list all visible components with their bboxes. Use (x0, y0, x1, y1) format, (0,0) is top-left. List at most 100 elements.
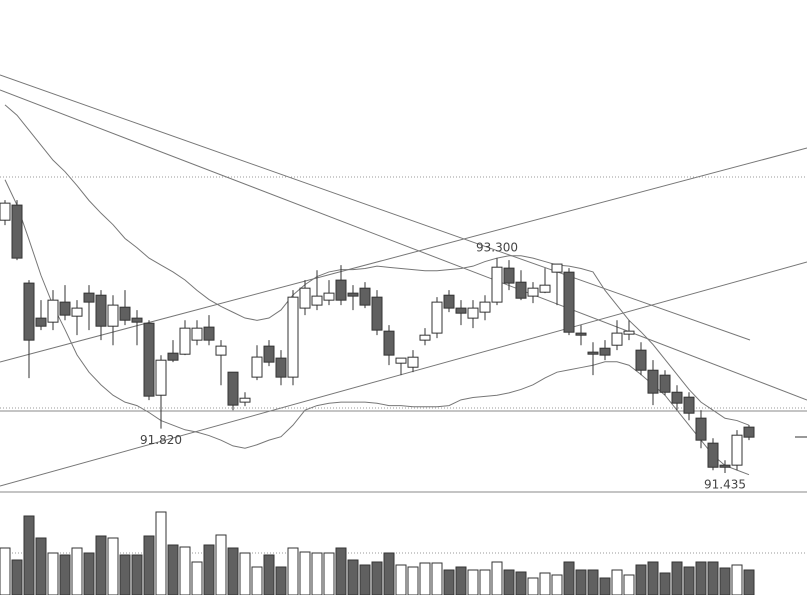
candle-body (299, 287, 311, 309)
volume-bar (251, 566, 263, 595)
volume-bar (455, 566, 467, 595)
volume-bar (419, 562, 431, 595)
candle-body (0, 202, 11, 221)
candle-body (323, 292, 335, 301)
volume-bar (407, 566, 419, 595)
candle-body (203, 326, 215, 341)
trend-line (0, 74, 751, 341)
volume-bar (503, 569, 515, 595)
candle-body (131, 317, 143, 323)
trend-line (0, 261, 807, 487)
price-annotation: 91.820 (140, 433, 182, 447)
candle-body (251, 356, 263, 378)
candle-body (95, 294, 107, 327)
volume-bar (155, 511, 167, 595)
candle-body (491, 266, 503, 303)
volume-bar (743, 569, 755, 595)
volume-bar (611, 569, 623, 595)
volume-bar (395, 564, 407, 595)
candle-body (731, 434, 743, 466)
volume-bar (707, 561, 719, 595)
candle-body (335, 279, 347, 301)
volume-bar (11, 559, 23, 595)
candle-body (515, 281, 527, 299)
volume-bar (599, 577, 611, 595)
candle-body (287, 296, 299, 378)
candle-body (575, 332, 587, 336)
volume-bar (359, 564, 371, 595)
candle-body (275, 357, 287, 378)
candle-body (407, 356, 419, 368)
volume-bar (47, 552, 59, 595)
volume-bar (59, 554, 71, 595)
candle-body (155, 359, 167, 396)
candle-body (179, 327, 191, 355)
volume-bar (695, 561, 707, 595)
candle-body (611, 332, 623, 346)
volume-bar (167, 544, 179, 595)
price-annotation: 93.300 (476, 241, 518, 255)
candle-body (71, 307, 83, 317)
volume-bar (299, 551, 311, 595)
candle-body (395, 357, 407, 364)
volume-bar (563, 561, 575, 595)
volume-bar (719, 567, 731, 595)
candle-body (563, 271, 575, 333)
volume-bar (467, 569, 479, 595)
candle-body (431, 301, 443, 334)
volume-bar (275, 566, 287, 595)
candle-body (347, 292, 359, 297)
candle-body (263, 345, 275, 363)
volume-bar (23, 515, 35, 595)
trend-line (0, 147, 807, 363)
volume-bar (659, 572, 671, 595)
volume-bar (215, 534, 227, 595)
volume-bar (323, 552, 335, 595)
candle-body (23, 282, 35, 341)
volume-bar (95, 535, 107, 595)
candle-body (311, 295, 323, 306)
candle-body (707, 442, 719, 468)
price-annotation: 91.435 (704, 477, 746, 491)
volume-bar (0, 547, 11, 595)
candle-body (443, 294, 455, 309)
indicator-line (4, 104, 750, 426)
volume-bar (287, 547, 299, 595)
volume-bar (431, 562, 443, 595)
candle-body (119, 306, 131, 321)
volume-bar (239, 552, 251, 595)
candle-body (551, 263, 563, 273)
candle-body (47, 299, 59, 323)
candle-body (455, 307, 467, 314)
volume-bar (143, 535, 155, 595)
candle-body (191, 327, 203, 341)
volume-bar (131, 554, 143, 595)
candle-body (83, 292, 95, 303)
candle-body (239, 397, 251, 403)
candle-body (719, 464, 731, 468)
volume-bar (575, 569, 587, 595)
volume-bar (383, 552, 395, 595)
volume-bar (227, 547, 239, 595)
candle-body (419, 334, 431, 341)
volume-bar (647, 561, 659, 595)
candle-body (359, 287, 371, 306)
candle-body (695, 417, 707, 441)
volume-bar (71, 547, 83, 595)
volume-bar (203, 544, 215, 595)
volume-bar (491, 561, 503, 595)
candle-body (743, 426, 755, 438)
volume-bar (731, 564, 743, 595)
candle-body (467, 307, 479, 319)
candle-body (659, 374, 671, 393)
candle-body (59, 301, 71, 316)
candle-body (587, 351, 599, 355)
trend-line (0, 89, 807, 401)
volume-bar (479, 569, 491, 595)
volume-bar (587, 569, 599, 595)
volume-bar (119, 554, 131, 595)
candle-body (683, 396, 695, 414)
volume-bar (347, 559, 359, 595)
volume-bar (551, 574, 563, 595)
